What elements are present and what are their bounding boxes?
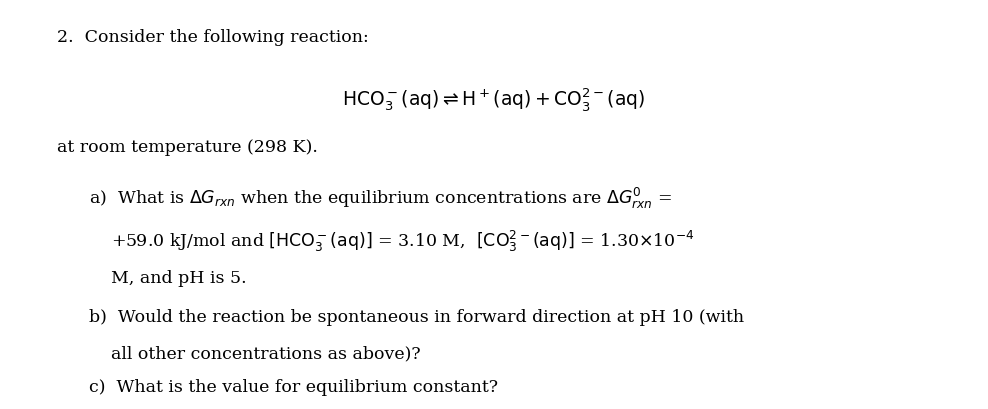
Text: all other concentrations as above)?: all other concentrations as above)? — [111, 346, 420, 363]
Text: 2.  Consider the following reaction:: 2. Consider the following reaction: — [57, 29, 370, 46]
Text: $\mathrm{HCO_3^-(aq) \rightleftharpoons H^+(aq) + CO_3^{2-}(aq)}$: $\mathrm{HCO_3^-(aq) \rightleftharpoons … — [343, 86, 645, 113]
Text: M, and pH is 5.: M, and pH is 5. — [111, 270, 246, 287]
Text: a)  What is $\Delta G_{rxn}$ when the equilibrium concentrations are $\Delta G^0: a) What is $\Delta G_{rxn}$ when the equ… — [89, 186, 672, 211]
Text: +59.0 kJ/mol and $[\mathrm{HCO_3^-(aq)}]$ = 3.10 M,  $[\mathrm{CO_3^{2-}(aq)}]$ : +59.0 kJ/mol and $[\mathrm{HCO_3^-(aq)}]… — [111, 229, 695, 254]
Text: b)  Would the reaction be spontaneous in forward direction at pH 10 (with: b) Would the reaction be spontaneous in … — [89, 309, 744, 326]
Text: at room temperature (298 K).: at room temperature (298 K). — [57, 139, 318, 156]
Text: c)  What is the value for equilibrium constant?: c) What is the value for equilibrium con… — [89, 379, 498, 396]
